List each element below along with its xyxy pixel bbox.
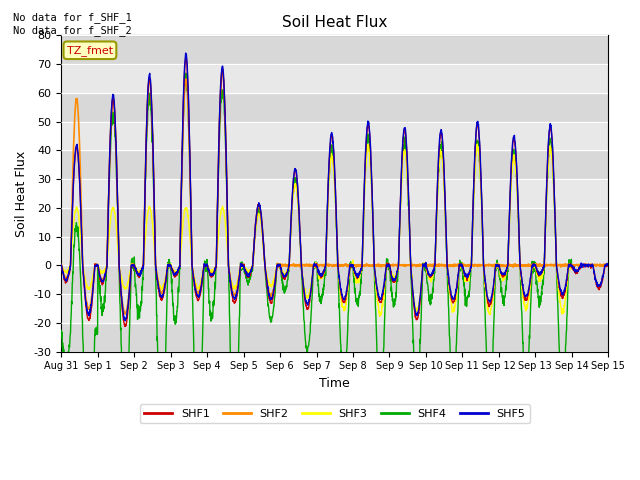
SHF4 xyxy=(351,290,358,296)
Legend: SHF1, SHF2, SHF3, SHF4, SHF5: SHF1, SHF2, SHF3, SHF4, SHF5 xyxy=(140,405,530,423)
SHF3 xyxy=(350,266,358,272)
Bar xyxy=(61,237,608,265)
SHF4 xyxy=(604,263,612,268)
Bar xyxy=(61,179,608,208)
SHF5 xyxy=(58,262,65,268)
SHF2 xyxy=(122,311,129,317)
Bar xyxy=(61,265,608,294)
SHF3 xyxy=(474,141,481,147)
SHF4 xyxy=(211,298,218,304)
SHF3 xyxy=(362,162,370,168)
SHF4 xyxy=(556,357,564,363)
SHF1 xyxy=(211,270,218,276)
Bar xyxy=(61,208,608,237)
SHF4 xyxy=(494,261,502,267)
SHF5 xyxy=(572,269,579,275)
SHF4 xyxy=(182,70,189,76)
SHF1 xyxy=(58,263,65,268)
Bar xyxy=(61,93,608,121)
Line: SHF5: SHF5 xyxy=(61,53,608,321)
SHF1 xyxy=(494,263,502,268)
SHF1 xyxy=(556,286,564,292)
SHF1 xyxy=(121,324,129,329)
SHF1 xyxy=(604,263,612,269)
SHF1 xyxy=(572,270,579,276)
SHF3 xyxy=(58,264,65,269)
SHF2 xyxy=(210,269,218,275)
Bar xyxy=(61,36,608,64)
Line: SHF1: SHF1 xyxy=(61,58,608,326)
SHF2 xyxy=(604,263,612,268)
SHF3 xyxy=(494,265,502,271)
SHF3 xyxy=(556,300,564,305)
SHF5 xyxy=(604,261,612,266)
SHF1 xyxy=(351,268,358,274)
Line: SHF3: SHF3 xyxy=(61,144,608,316)
SHF4 xyxy=(572,263,579,268)
Text: No data for f_SHF_2: No data for f_SHF_2 xyxy=(13,25,132,36)
SHF2 xyxy=(351,262,358,268)
Bar xyxy=(61,64,608,93)
SHF2 xyxy=(218,66,226,72)
SHF5 xyxy=(182,50,189,56)
SHF5 xyxy=(211,269,218,275)
SHF3 xyxy=(604,263,612,268)
Line: SHF2: SHF2 xyxy=(61,69,608,314)
SHF1 xyxy=(363,132,371,138)
SHF1 xyxy=(182,55,190,61)
SHF2 xyxy=(363,261,371,266)
Bar xyxy=(61,121,608,150)
SHF5 xyxy=(494,264,502,269)
X-axis label: Time: Time xyxy=(319,377,350,390)
Title: Soil Heat Flux: Soil Heat Flux xyxy=(282,15,387,30)
SHF3 xyxy=(210,268,218,274)
Bar xyxy=(61,323,608,351)
Text: No data for f_SHF_1: No data for f_SHF_1 xyxy=(13,12,132,23)
SHF5 xyxy=(122,318,129,324)
SHF2 xyxy=(572,263,579,268)
SHF4 xyxy=(58,328,65,334)
SHF3 xyxy=(572,263,579,268)
SHF3 xyxy=(376,313,383,319)
SHF4 xyxy=(363,144,371,149)
SHF5 xyxy=(363,129,371,134)
Line: SHF4: SHF4 xyxy=(61,73,608,458)
SHF5 xyxy=(351,268,358,274)
SHF2 xyxy=(58,262,65,267)
Text: TZ_fmet: TZ_fmet xyxy=(67,45,113,56)
SHF4 xyxy=(195,456,202,461)
SHF2 xyxy=(556,262,564,268)
Bar xyxy=(61,294,608,323)
Bar xyxy=(61,150,608,179)
SHF2 xyxy=(494,262,502,267)
SHF5 xyxy=(556,287,564,292)
Y-axis label: Soil Heat Flux: Soil Heat Flux xyxy=(15,150,28,237)
